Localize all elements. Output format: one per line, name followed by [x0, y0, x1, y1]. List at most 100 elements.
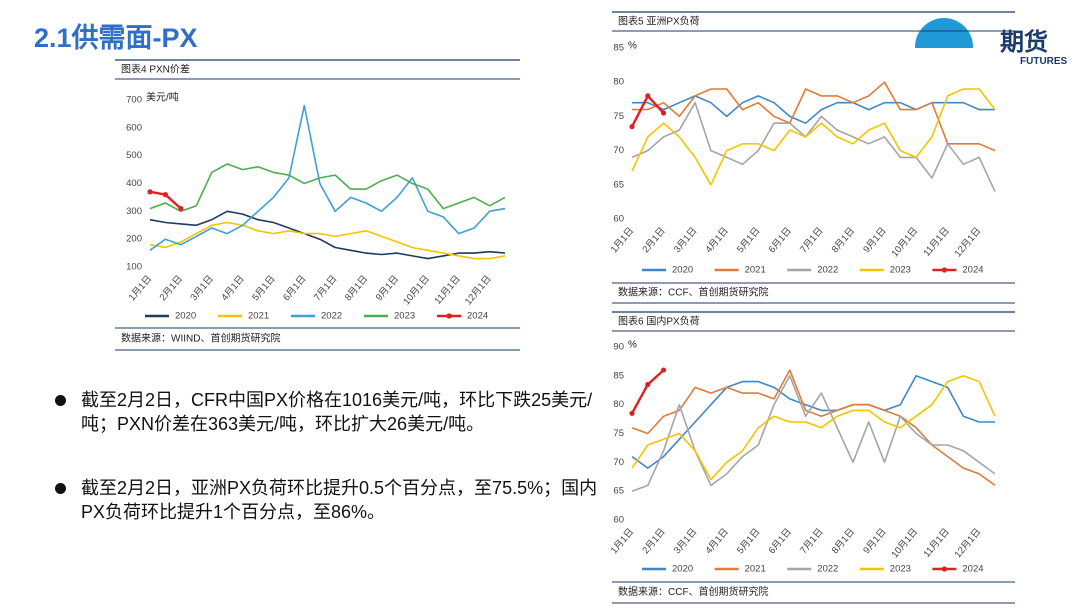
x-tick-label: 1月1日 [609, 225, 636, 255]
x-tick-label: 12月1日 [953, 225, 984, 259]
series-line [632, 95, 995, 124]
y-tick-label: 85 [613, 370, 624, 381]
y-tick-label: 75 [613, 111, 624, 122]
series-line [149, 221, 506, 260]
y-tick-label: 400 [126, 178, 142, 189]
legend-label: 2021 [248, 311, 269, 322]
x-tick-label: 8月1日 [343, 273, 370, 303]
y-tick-label: 500 [126, 150, 142, 161]
y-tick-label: 65 [613, 179, 624, 190]
chart-title: 图表4 PXN价差 [121, 63, 190, 76]
x-tick-label: 8月1日 [830, 225, 857, 255]
x-tick-label: 2月1日 [640, 526, 667, 556]
x-tick-label: 9月1日 [861, 526, 888, 556]
series-line [631, 88, 996, 186]
point [147, 189, 153, 195]
legend-label: 2022 [817, 265, 838, 276]
legend-label: 2020 [672, 564, 693, 575]
series-line [149, 104, 506, 251]
legend-label: 2023 [890, 265, 911, 276]
point [645, 93, 651, 99]
series-line [631, 375, 996, 481]
point [629, 410, 635, 416]
point [660, 367, 667, 373]
y-tick-label: 70 [613, 145, 624, 156]
source: 数据来源：CCF、首创期货研究院 [618, 286, 769, 299]
series-line [630, 369, 665, 414]
x-tick-label: 9月1日 [861, 225, 888, 255]
x-tick-label: 5月1日 [735, 526, 762, 556]
legend-label: 2024 [467, 311, 488, 322]
x-tick-label: 2月1日 [640, 225, 667, 255]
legend-label: 2022 [321, 311, 342, 322]
series-line [632, 81, 996, 152]
x-tick-label: 11月1日 [921, 526, 951, 559]
y-axis-label: 美元/吨 [146, 91, 179, 104]
series-line [631, 375, 995, 469]
y-tick-label: 90 [613, 342, 624, 353]
series-line [149, 163, 506, 213]
series-line [149, 210, 506, 260]
point [660, 110, 667, 116]
y-tick-label: 60 [613, 214, 624, 225]
x-tick-label: 1月1日 [127, 273, 154, 303]
legend-label: 2020 [672, 265, 693, 276]
x-tick-label: 3月1日 [672, 526, 699, 556]
legend-label: 2020 [175, 311, 196, 322]
series-line [631, 369, 996, 487]
y-tick-label: 600 [126, 122, 142, 133]
chart-title: 图表5 亚洲PX负荷 [618, 15, 700, 28]
x-tick-label: 6月1日 [281, 273, 308, 303]
x-tick-label: 12月1日 [463, 273, 494, 307]
series-line [631, 375, 996, 492]
x-tick-label: 9月1日 [374, 273, 401, 303]
point [178, 205, 184, 212]
slide-title: 2.1供需面-PX [34, 23, 198, 53]
x-tick-label: 4月1日 [703, 225, 730, 255]
x-tick-label: 1月1日 [609, 526, 636, 556]
legend-label: 2023 [394, 311, 415, 322]
x-tick-label: 3月1日 [672, 225, 699, 255]
legend-label: 2021 [745, 265, 766, 276]
point [645, 381, 651, 388]
logo-sub: FUTURES [1020, 56, 1068, 67]
bullet: 截至2月2日，CFR中国PX价格在1016美元/吨，环比下跌25美元/吨；PXN… [55, 388, 601, 436]
y-tick-label: 65 [613, 486, 624, 497]
legend-swatch [446, 313, 452, 319]
legend-swatch [941, 566, 948, 572]
x-tick-label: 6月1日 [767, 526, 794, 556]
y-tick-label: 100 [126, 262, 142, 273]
x-tick-label: 4月1日 [219, 273, 246, 303]
x-tick-label: 3月1日 [189, 273, 216, 303]
y-tick-label: 80 [613, 77, 624, 88]
legend-label: 2024 [962, 564, 983, 575]
source: 数据来源：WIIND、首创期货研究院 [121, 332, 280, 345]
y-tick-label: 80 [613, 399, 624, 410]
y-tick-label: 85 [613, 43, 624, 54]
legend-label: 2022 [817, 564, 838, 575]
y-tick-label: 200 [126, 234, 142, 245]
source: 数据来源：CCF、首创期货研究院 [618, 585, 769, 598]
x-tick-label: 7月1日 [312, 273, 339, 303]
x-tick-label: 11月1日 [921, 225, 951, 258]
x-tick-label: 10月1日 [401, 273, 432, 307]
series-line [631, 101, 996, 192]
chart-title: 图表6 国内PX负荷 [618, 315, 700, 328]
x-tick-label: 6月1日 [767, 225, 794, 255]
x-tick-label: 5月1日 [735, 225, 762, 255]
logo: 期货 [1000, 29, 1048, 56]
legend-label: 2023 [890, 564, 911, 575]
y-tick-label: 60 [613, 515, 624, 526]
y-tick-label: 300 [126, 206, 142, 217]
x-tick-label: 10月1日 [889, 225, 920, 259]
x-tick-label: 7月1日 [798, 526, 825, 556]
series-line [630, 94, 665, 128]
legend-label: 2024 [962, 265, 983, 276]
legend-swatch [941, 267, 948, 273]
x-tick-label: 7月1日 [798, 225, 825, 255]
x-tick-label: 11月1日 [433, 273, 463, 306]
x-tick-label: 4月1日 [703, 526, 730, 556]
point [162, 192, 169, 198]
x-tick-label: 12月1日 [953, 526, 984, 560]
